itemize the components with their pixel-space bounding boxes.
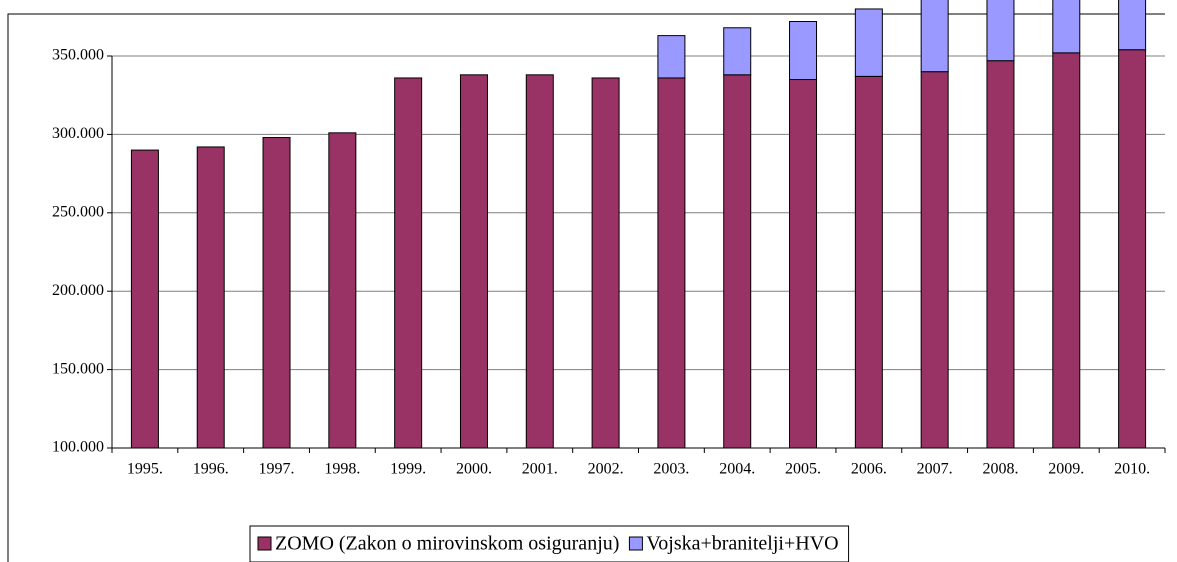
bar-segment [657, 77, 686, 449]
bar-segment [196, 146, 225, 449]
x-tick-label: 2002. [588, 461, 624, 478]
x-tick-label: 2000. [456, 461, 492, 478]
legend-box [249, 525, 850, 562]
chart-frame [7, 13, 1165, 562]
bar-segment [1118, 49, 1147, 449]
x-tick-label: 1998. [324, 461, 360, 478]
bar-segment [854, 75, 883, 449]
y-tick-label: 250.000 [52, 203, 104, 220]
bar-segment [591, 77, 620, 449]
bar-segment [920, 71, 949, 449]
bar-segment [723, 74, 752, 449]
y-tick-label: 150.000 [52, 360, 104, 377]
bar-segment [394, 77, 423, 449]
x-tick-label: 1999. [390, 461, 426, 478]
x-tick-label: 1995. [127, 461, 163, 478]
legend-label: Vojska+branitelji+HVO [646, 533, 838, 555]
bar-segment [723, 27, 752, 76]
bar-segment [789, 21, 818, 81]
legend-swatch [628, 536, 643, 551]
x-tick-label: 1997. [259, 461, 295, 478]
bar-segment [525, 74, 554, 449]
bar-segment [920, 0, 949, 73]
bar-segment [986, 0, 1015, 62]
bar-segment [459, 74, 488, 449]
bar-segment [328, 132, 357, 449]
x-tick-label: 2005. [785, 461, 821, 478]
x-tick-label: 2001. [522, 461, 558, 478]
legend-label: ZOMO (Zakon o mirovinskom osiguranju) [275, 533, 619, 555]
bar-segment [854, 8, 883, 77]
y-tick-label: 300.000 [52, 125, 104, 142]
bar-segment [130, 149, 159, 449]
bar-segment [1118, 0, 1147, 51]
x-tick-label: 1996. [193, 461, 229, 478]
bar-segment [657, 35, 686, 79]
y-tick-label: 200.000 [52, 282, 104, 299]
x-tick-label: 2007. [917, 461, 953, 478]
y-tick-label: 350.000 [52, 47, 104, 64]
x-tick-label: 2010. [1114, 461, 1150, 478]
y-tick-label: 100.000 [52, 439, 104, 456]
x-tick-label: 2004. [719, 461, 755, 478]
bar-segment [789, 79, 818, 449]
bar-segment [986, 60, 1015, 449]
legend-swatch [257, 536, 272, 551]
x-tick-label: 2008. [982, 461, 1018, 478]
bar-segment [1052, 52, 1081, 449]
x-tick-label: 2009. [1048, 461, 1084, 478]
bar-segment [1052, 0, 1081, 54]
x-tick-label: 2006. [851, 461, 887, 478]
bar-segment [262, 137, 291, 449]
x-tick-label: 2003. [653, 461, 689, 478]
